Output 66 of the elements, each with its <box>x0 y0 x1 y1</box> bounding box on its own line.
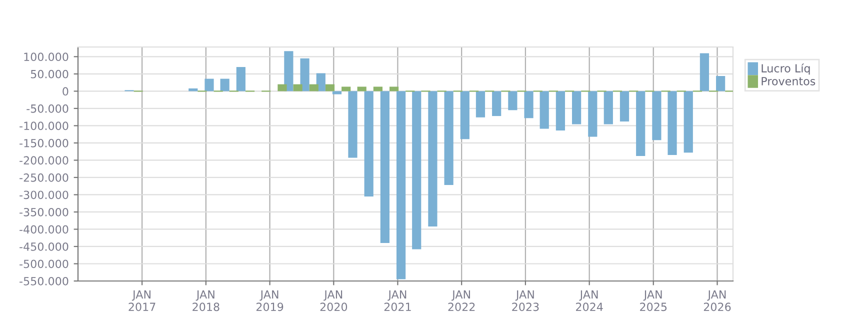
bar <box>684 91 693 153</box>
bar <box>524 91 534 118</box>
bar <box>540 91 549 129</box>
bar <box>428 91 438 226</box>
bar <box>572 91 582 124</box>
bar <box>620 91 630 122</box>
legend-label: Lucro Líq <box>762 63 810 75</box>
y-tick-label: -550.000 <box>20 276 68 286</box>
y-tick-label: -50.000 <box>26 104 68 113</box>
y-tick-label: -200.000 <box>20 156 68 165</box>
bar <box>293 84 302 92</box>
x-tick-label: JAN 2022 <box>448 290 475 312</box>
bar <box>325 84 335 92</box>
bar <box>357 86 366 92</box>
bar <box>236 67 246 92</box>
x-tick-label: JAN 2017 <box>128 290 156 312</box>
bar <box>508 91 518 110</box>
x-tick-label: JAN 2018 <box>192 290 220 312</box>
y-tick-label: -450.000 <box>20 242 68 251</box>
bar <box>476 91 486 118</box>
bar <box>204 78 214 92</box>
bar <box>652 91 662 140</box>
bar <box>492 91 502 116</box>
bar <box>373 86 382 92</box>
x-tick-label: JAN 2025 <box>640 290 667 312</box>
y-tick-label: -400.000 <box>20 225 68 234</box>
bar <box>300 58 310 92</box>
y-tick-label: 100.000 <box>24 52 68 62</box>
y-tick-label: -150.000 <box>20 138 68 148</box>
bar <box>342 86 351 92</box>
bar <box>188 88 198 92</box>
bar <box>316 73 326 92</box>
y-tick-label: 0 <box>62 87 68 96</box>
x-tick-label: JAN 2023 <box>512 290 539 312</box>
bar <box>389 86 399 92</box>
bar <box>412 91 422 250</box>
bar <box>668 91 677 156</box>
bar <box>716 76 726 92</box>
bar <box>284 51 294 92</box>
bar <box>380 91 390 244</box>
bar <box>332 91 342 94</box>
x-tick-label: JAN 2019 <box>256 290 284 312</box>
x-tick-label: JAN 2020 <box>320 290 348 312</box>
legend-label: Proventos <box>762 77 816 86</box>
y-tick-label: -100.000 <box>20 122 68 130</box>
bar <box>364 91 374 196</box>
x-tick-label: JAN 2024 <box>576 290 603 312</box>
x-tick-label: JAN 2021 <box>384 290 411 312</box>
x-tick-label: JAN 2026 <box>704 290 731 312</box>
bar <box>636 91 646 156</box>
y-tick-label: 50.000 <box>30 70 68 78</box>
y-tick-label: -300.000 <box>20 190 68 200</box>
bar <box>278 84 287 92</box>
bar <box>460 91 470 140</box>
y-tick-label: -350.000 <box>20 208 68 216</box>
bar <box>220 78 230 92</box>
y-tick-label: -250.000 <box>20 173 68 182</box>
bar <box>309 84 318 92</box>
bar <box>588 91 598 137</box>
y-tick-label: -500.000 <box>20 260 68 268</box>
bar <box>396 91 406 280</box>
bar <box>604 91 613 124</box>
bar <box>348 91 358 158</box>
bar <box>444 91 454 186</box>
bar <box>700 53 710 92</box>
bar <box>556 91 566 131</box>
